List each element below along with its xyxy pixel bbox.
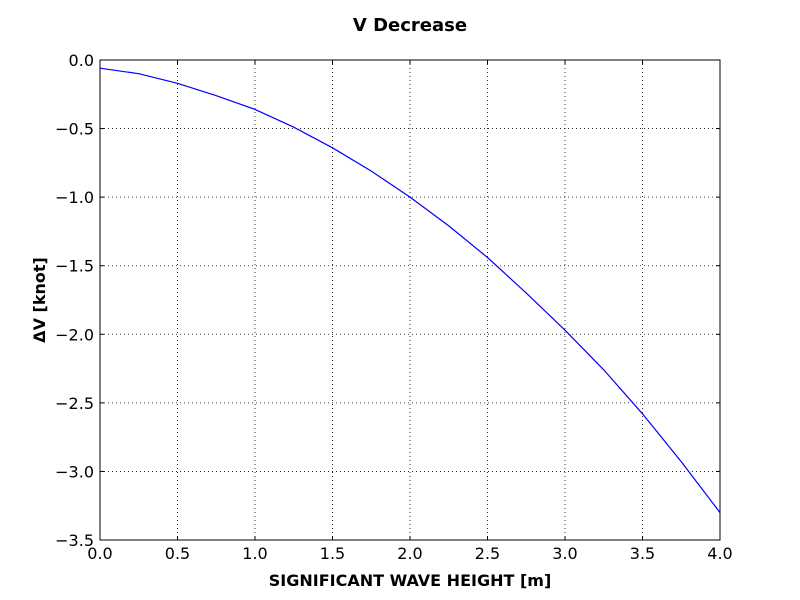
y-tick-label: −3.0: [55, 462, 94, 481]
y-tick-label: −2.5: [55, 394, 94, 413]
x-tick-label: 1.0: [242, 544, 267, 563]
chart-title: V Decrease: [353, 15, 467, 36]
y-tick-label: −0.5: [55, 120, 94, 139]
y-tick-label: −1.5: [55, 257, 94, 276]
grid: [100, 60, 720, 540]
x-axis-label: SIGNIFICANT WAVE HEIGHT [m]: [269, 571, 552, 590]
x-tick-label: 0.0: [87, 544, 112, 563]
x-tick-label: 2.5: [475, 544, 500, 563]
x-tick-label: 3.5: [630, 544, 655, 563]
x-tick-label: 0.5: [165, 544, 190, 563]
y-tick-label: 0.0: [69, 51, 94, 70]
x-tick-label: 2.0: [397, 544, 422, 563]
y-axis-label: ΔV [knot]: [30, 257, 49, 343]
series-group: [99, 67, 721, 513]
ticks: 0.0 0.5 1.0 1.5 2.0 2.5 3.0 3.5 4.0 0.0 −0.5 −1.0 −1…: [55, 51, 733, 563]
x-tick-label: 4.0: [707, 544, 732, 563]
y-tick-label: −1.0: [55, 188, 94, 207]
x-tick-label: 1.5: [320, 544, 345, 563]
series-line: [99, 67, 721, 513]
y-tick-label: −2.0: [55, 325, 94, 344]
x-tick-label: 3.0: [552, 544, 577, 563]
y-tick-label: −3.5: [55, 531, 94, 550]
